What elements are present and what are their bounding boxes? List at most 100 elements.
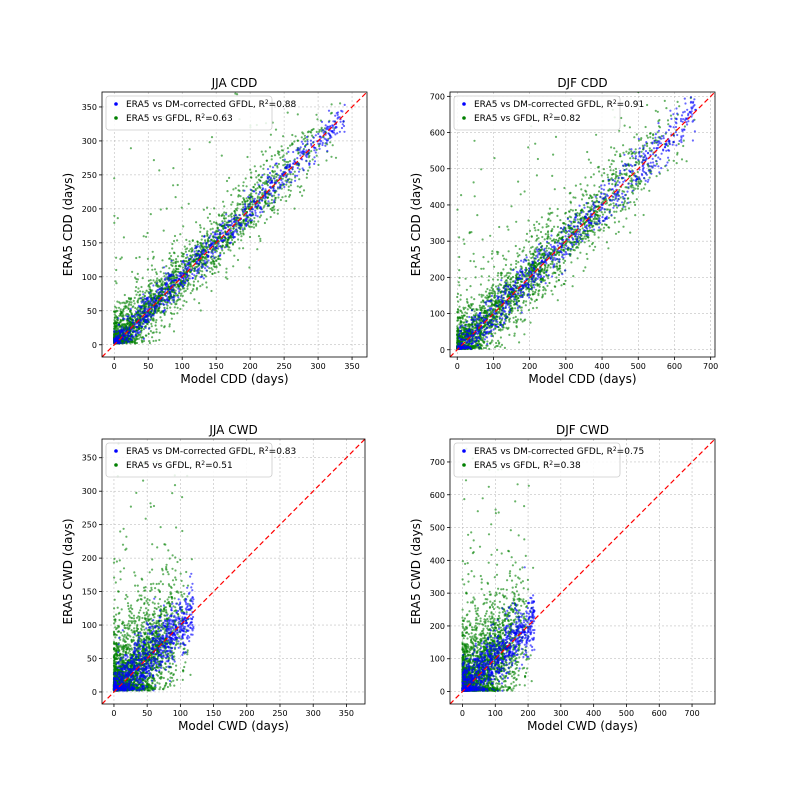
corrected-point (154, 310, 157, 313)
raw-point (603, 211, 607, 214)
corrected-point (125, 326, 128, 329)
raw-point (564, 212, 567, 215)
raw-point (300, 136, 303, 139)
raw-point (223, 217, 226, 220)
raw-point (588, 206, 591, 209)
raw-point (464, 277, 467, 280)
raw-point (558, 265, 562, 268)
raw-point (672, 159, 675, 162)
corrected-point (139, 318, 142, 321)
raw-point (635, 198, 638, 201)
raw-point (175, 286, 178, 289)
raw-point (236, 258, 240, 262)
corrected-point (128, 340, 131, 343)
raw-point (270, 155, 273, 158)
raw-point (180, 292, 183, 295)
raw-point (176, 255, 180, 258)
corrected-point (202, 277, 205, 280)
raw-point (152, 312, 155, 315)
raw-point (666, 119, 670, 122)
raw-point (145, 334, 148, 337)
raw-point (236, 202, 239, 205)
raw-point (627, 207, 631, 210)
raw-point (531, 290, 535, 293)
raw-point (458, 305, 461, 308)
raw-point (572, 196, 575, 199)
raw-point (197, 280, 200, 283)
corrected-point (280, 179, 283, 182)
corrected-point (321, 143, 324, 147)
corrected-point (171, 283, 174, 286)
raw-point (189, 265, 192, 268)
corrected-point (253, 190, 256, 193)
raw-point (667, 159, 671, 162)
raw-point (545, 273, 548, 276)
raw-point (255, 223, 258, 226)
raw-point (555, 265, 559, 268)
raw-point (307, 169, 310, 172)
raw-point (152, 317, 155, 320)
raw-point (482, 307, 485, 310)
corrected-point (334, 114, 337, 117)
raw-point (175, 260, 178, 263)
raw-point (175, 267, 178, 270)
corrected-point (256, 215, 259, 218)
corrected-point (167, 274, 171, 277)
corrected-point (221, 239, 224, 242)
corrected-point (301, 142, 304, 145)
corrected-point (267, 204, 270, 207)
raw-point (253, 220, 256, 223)
raw-point (223, 205, 226, 208)
corrected-point (320, 120, 324, 123)
corrected-point (297, 147, 300, 150)
raw-point (132, 305, 135, 308)
corrected-point (302, 169, 305, 172)
raw-point (315, 154, 318, 157)
raw-point (174, 289, 177, 292)
corrected-point (275, 172, 278, 175)
raw-point (457, 281, 460, 284)
raw-point (121, 315, 124, 318)
raw-point (266, 184, 269, 187)
raw-point (502, 268, 505, 271)
raw-point (191, 289, 194, 292)
raw-point (252, 226, 256, 229)
corrected-point (297, 163, 301, 166)
corrected-point (342, 120, 345, 123)
raw-point (199, 241, 202, 245)
corrected-point (210, 251, 213, 254)
raw-point (581, 193, 584, 196)
raw-point (184, 289, 187, 292)
raw-point (163, 325, 166, 328)
corrected-point (127, 331, 130, 334)
raw-point (189, 283, 192, 286)
raw-point (235, 225, 238, 228)
corrected-point (254, 209, 257, 212)
raw-point (541, 295, 544, 298)
raw-point (624, 208, 627, 211)
raw-point (124, 305, 127, 308)
raw-point (259, 165, 262, 168)
raw-point (507, 271, 510, 274)
raw-point (272, 205, 276, 208)
corrected-point (268, 171, 272, 175)
raw-point (301, 194, 304, 197)
raw-point (311, 158, 314, 161)
corrected-point (282, 171, 285, 174)
raw-point (280, 187, 283, 190)
raw-point (259, 239, 262, 243)
raw-point (597, 236, 600, 239)
raw-point (494, 285, 498, 288)
corrected-point (244, 217, 247, 220)
raw-point (156, 309, 159, 312)
raw-point (116, 309, 119, 313)
raw-point (131, 270, 134, 273)
raw-point (528, 229, 532, 232)
raw-point (154, 321, 157, 324)
corrected-point (283, 185, 286, 189)
corrected-point (153, 299, 156, 302)
corrected-point (145, 320, 148, 324)
raw-point (116, 217, 119, 220)
raw-point (165, 207, 168, 210)
raw-point (149, 213, 152, 216)
